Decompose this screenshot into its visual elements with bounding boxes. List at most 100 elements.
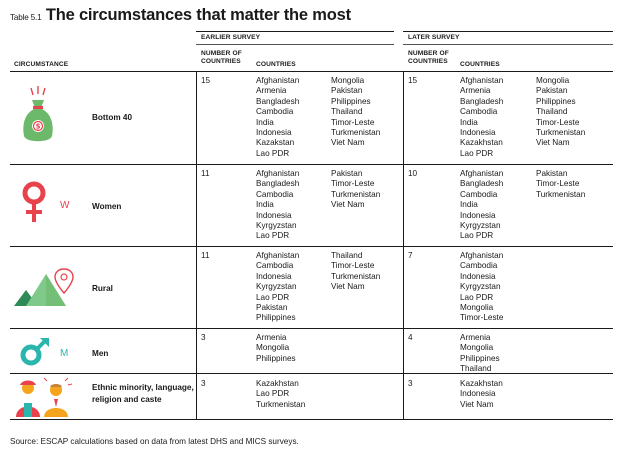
country-name: Turkmenistan: [331, 128, 381, 138]
country-name: Pakistan: [256, 303, 288, 313]
male-symbol-icon: [20, 337, 49, 366]
country-name: Turkmenistan: [331, 271, 381, 281]
earlier-count-rural: 11: [201, 251, 210, 260]
country-name: Turkmenistan: [536, 128, 586, 138]
country-name: Afghanistan: [256, 251, 300, 260]
country-name: Armenia: [460, 86, 491, 96]
earlier-count-bottom-40: 15: [201, 76, 211, 85]
country-name: Indonesia: [256, 271, 292, 281]
earlier-countries-rural-col2: Thailand Timor-Leste Turkmenistan Viet Nam: [331, 251, 380, 293]
country-name: India: [256, 200, 274, 210]
country-name: Bangladesh: [256, 96, 300, 106]
country-name: Kazakhstan: [460, 379, 503, 388]
table-title: Table 5.1 The circumstances that matter …: [10, 6, 351, 25]
country-name: India: [256, 117, 274, 127]
earlier-count-women: 11: [201, 169, 210, 178]
country-name: Afghanistan: [460, 76, 504, 85]
earlier-header-rule: [196, 31, 394, 32]
row-divider-2: [10, 246, 613, 247]
country-name: Mongolia: [256, 343, 290, 353]
country-name: Afghanistan: [460, 169, 504, 178]
country-name: Timor-Leste: [331, 117, 375, 127]
country-name: Lao PDR: [460, 231, 494, 241]
row-divider-1: [10, 164, 613, 165]
country-name: Indonesia: [460, 210, 496, 220]
later-col-divider: [403, 72, 404, 419]
country-name: Kyrgyzstan: [460, 221, 501, 231]
country-name: Viet Nam: [331, 282, 365, 292]
country-name: Thailand: [331, 107, 363, 117]
later-countries-rural-col1: Afghanistan Cambodia Indonesia Kyrgyzstan La…: [460, 251, 503, 324]
country-name: Indonesia: [460, 128, 496, 138]
earlier-countries-women-col1: Afghanistan Bangladesh Cambodia India Indone…: [256, 169, 299, 242]
country-name: Mongolia: [460, 303, 494, 313]
country-name: Philippines: [460, 353, 500, 363]
country-name: India: [460, 200, 478, 210]
country-name: Timor-Leste: [460, 313, 504, 323]
later-count-women: 10: [408, 169, 418, 178]
later-count-men: 4: [408, 333, 413, 342]
earlier-countries-header: COUNTRIES: [256, 61, 296, 68]
earlier-countries-men-col1: Armenia Mongolia Philippines: [256, 333, 296, 364]
country-name: Philippines: [256, 313, 296, 323]
country-name: Viet Nam: [331, 200, 365, 210]
country-name: Viet Nam: [331, 138, 365, 148]
later-countries-header: COUNTRIES: [460, 61, 500, 68]
country-name: Kyrgyzstan: [256, 221, 297, 231]
country-name: Afghanistan: [256, 76, 300, 85]
earlier-survey-header: EARLIER SURVEY: [201, 34, 261, 41]
later-countries-women-col1: Afghanistan Bangladesh Cambodia India Indone…: [460, 169, 503, 242]
later-count-bottom-40: 15: [408, 76, 418, 85]
country-name: Viet Nam: [536, 138, 570, 148]
country-name: Indonesia: [460, 271, 496, 281]
country-name: Cambodia: [256, 189, 294, 199]
country-name: Bangladesh: [460, 96, 504, 106]
country-name: Pakistan: [331, 169, 363, 178]
country-name: Kyrgyzstan: [256, 282, 297, 292]
country-name: Afghanistan: [256, 169, 300, 178]
country-name: Timor-Leste: [331, 179, 375, 189]
country-name: Turkmenistan: [331, 189, 381, 199]
mountains-pin-icon: [14, 268, 74, 306]
country-name: Lao PDR: [256, 231, 290, 241]
country-name: Indonesia: [256, 210, 292, 220]
earlier-col-divider: [196, 72, 197, 419]
later-countries-bottom-40-col2: Mongolia Pakistan Philippines Thailand Timor…: [536, 76, 585, 149]
country-name: Lao PDR: [256, 292, 290, 302]
country-name: Lao PDR: [460, 148, 494, 158]
country-name: Indonesia: [460, 389, 496, 399]
country-name: Armenia: [256, 86, 287, 96]
circumstance-rural: Rural: [92, 284, 113, 293]
circumstance-ethnic-minority: Ethnic minority, language, religion and …: [92, 383, 194, 404]
country-name: Kazakhstan: [256, 379, 299, 388]
country-name: Thailand: [460, 364, 492, 374]
women-icon-letter: W: [60, 200, 70, 211]
earlier-countries-rural-col1: Afghanistan Cambodia Indonesia Kyrgyzstan La…: [256, 251, 299, 324]
country-name: Mongolia: [331, 76, 365, 85]
country-name: Armenia: [256, 333, 287, 342]
country-name: Bangladesh: [460, 179, 504, 189]
later-header-rule: [403, 31, 613, 32]
country-name: Kyrgyzstan: [460, 282, 501, 292]
row-divider-4: [10, 373, 613, 374]
country-name: Timor-Leste: [536, 117, 580, 127]
earlier-num-header-2: COUNTRIES: [201, 58, 241, 65]
country-name: Turkmenistan: [256, 399, 306, 409]
country-name: Cambodia: [256, 107, 294, 117]
later-num-header-2: COUNTRIES: [408, 58, 448, 65]
later-num-header-1: NUMBER OF: [408, 50, 449, 57]
country-name: Afghanistan: [460, 251, 504, 260]
country-name: Armenia: [460, 333, 491, 342]
country-name: Philippines: [536, 96, 576, 106]
country-name: Cambodia: [460, 189, 498, 199]
country-name: Pakistan: [536, 86, 568, 96]
row-divider-3: [10, 328, 613, 329]
country-name: Pakistan: [331, 86, 363, 96]
earlier-countries-women-col2: Pakistan Timor-Leste Turkmenistan Viet Nam: [331, 169, 380, 211]
later-survey-header: LATER SURVEY: [408, 34, 460, 41]
earlier-countries-bottom-40-col2: Mongolia Pakistan Philippines Thailand Timor…: [331, 76, 380, 149]
table-bottom-rule: [10, 419, 613, 420]
country-name: Mongolia: [460, 343, 494, 353]
table-title-text: The circumstances that matter the most: [45, 6, 351, 24]
country-name: Viet Nam: [460, 399, 494, 409]
